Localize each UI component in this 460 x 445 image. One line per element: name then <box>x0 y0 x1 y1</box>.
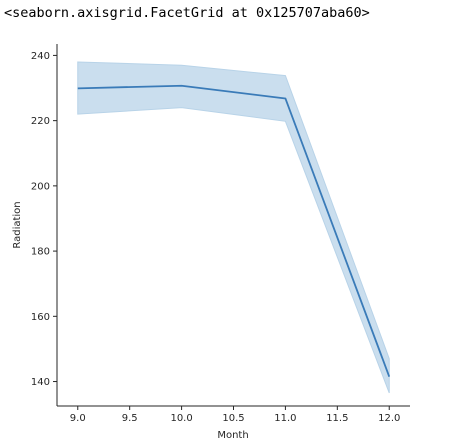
x-tick-label: 11.0 <box>274 413 296 424</box>
y-tick-label: 220 <box>31 116 50 127</box>
cell-output-text: <seaborn.axisgrid.FacetGrid at 0x125707a… <box>4 5 370 21</box>
confidence-band-layer <box>77 61 390 394</box>
y-tick-label: 140 <box>31 377 50 388</box>
x-ticks: 9.0 9.5 10.0 10.5 11.0 11.5 12.0 <box>70 406 400 424</box>
x-tick-label: 12.0 <box>378 413 400 424</box>
x-tick-label: 11.5 <box>326 413 348 424</box>
confidence-band <box>77 61 390 394</box>
x-tick-label: 10.5 <box>222 413 244 424</box>
x-tick-label: 9.0 <box>70 413 86 424</box>
y-axis-label: Radiation <box>12 201 23 248</box>
y-tick-label: 160 <box>31 312 50 323</box>
series-line-layer <box>77 84 391 377</box>
y-tick-label: 200 <box>31 181 50 192</box>
x-axis-label: Month <box>217 430 248 441</box>
series-line <box>77 84 391 377</box>
x-tick-label: 10.0 <box>170 413 192 424</box>
y-ticks: 140 160 180 200 220 240 <box>31 51 57 388</box>
y-tick-label: 240 <box>31 51 50 62</box>
x-tick-label: 9.5 <box>122 413 138 424</box>
y-tick-label: 180 <box>31 247 50 258</box>
